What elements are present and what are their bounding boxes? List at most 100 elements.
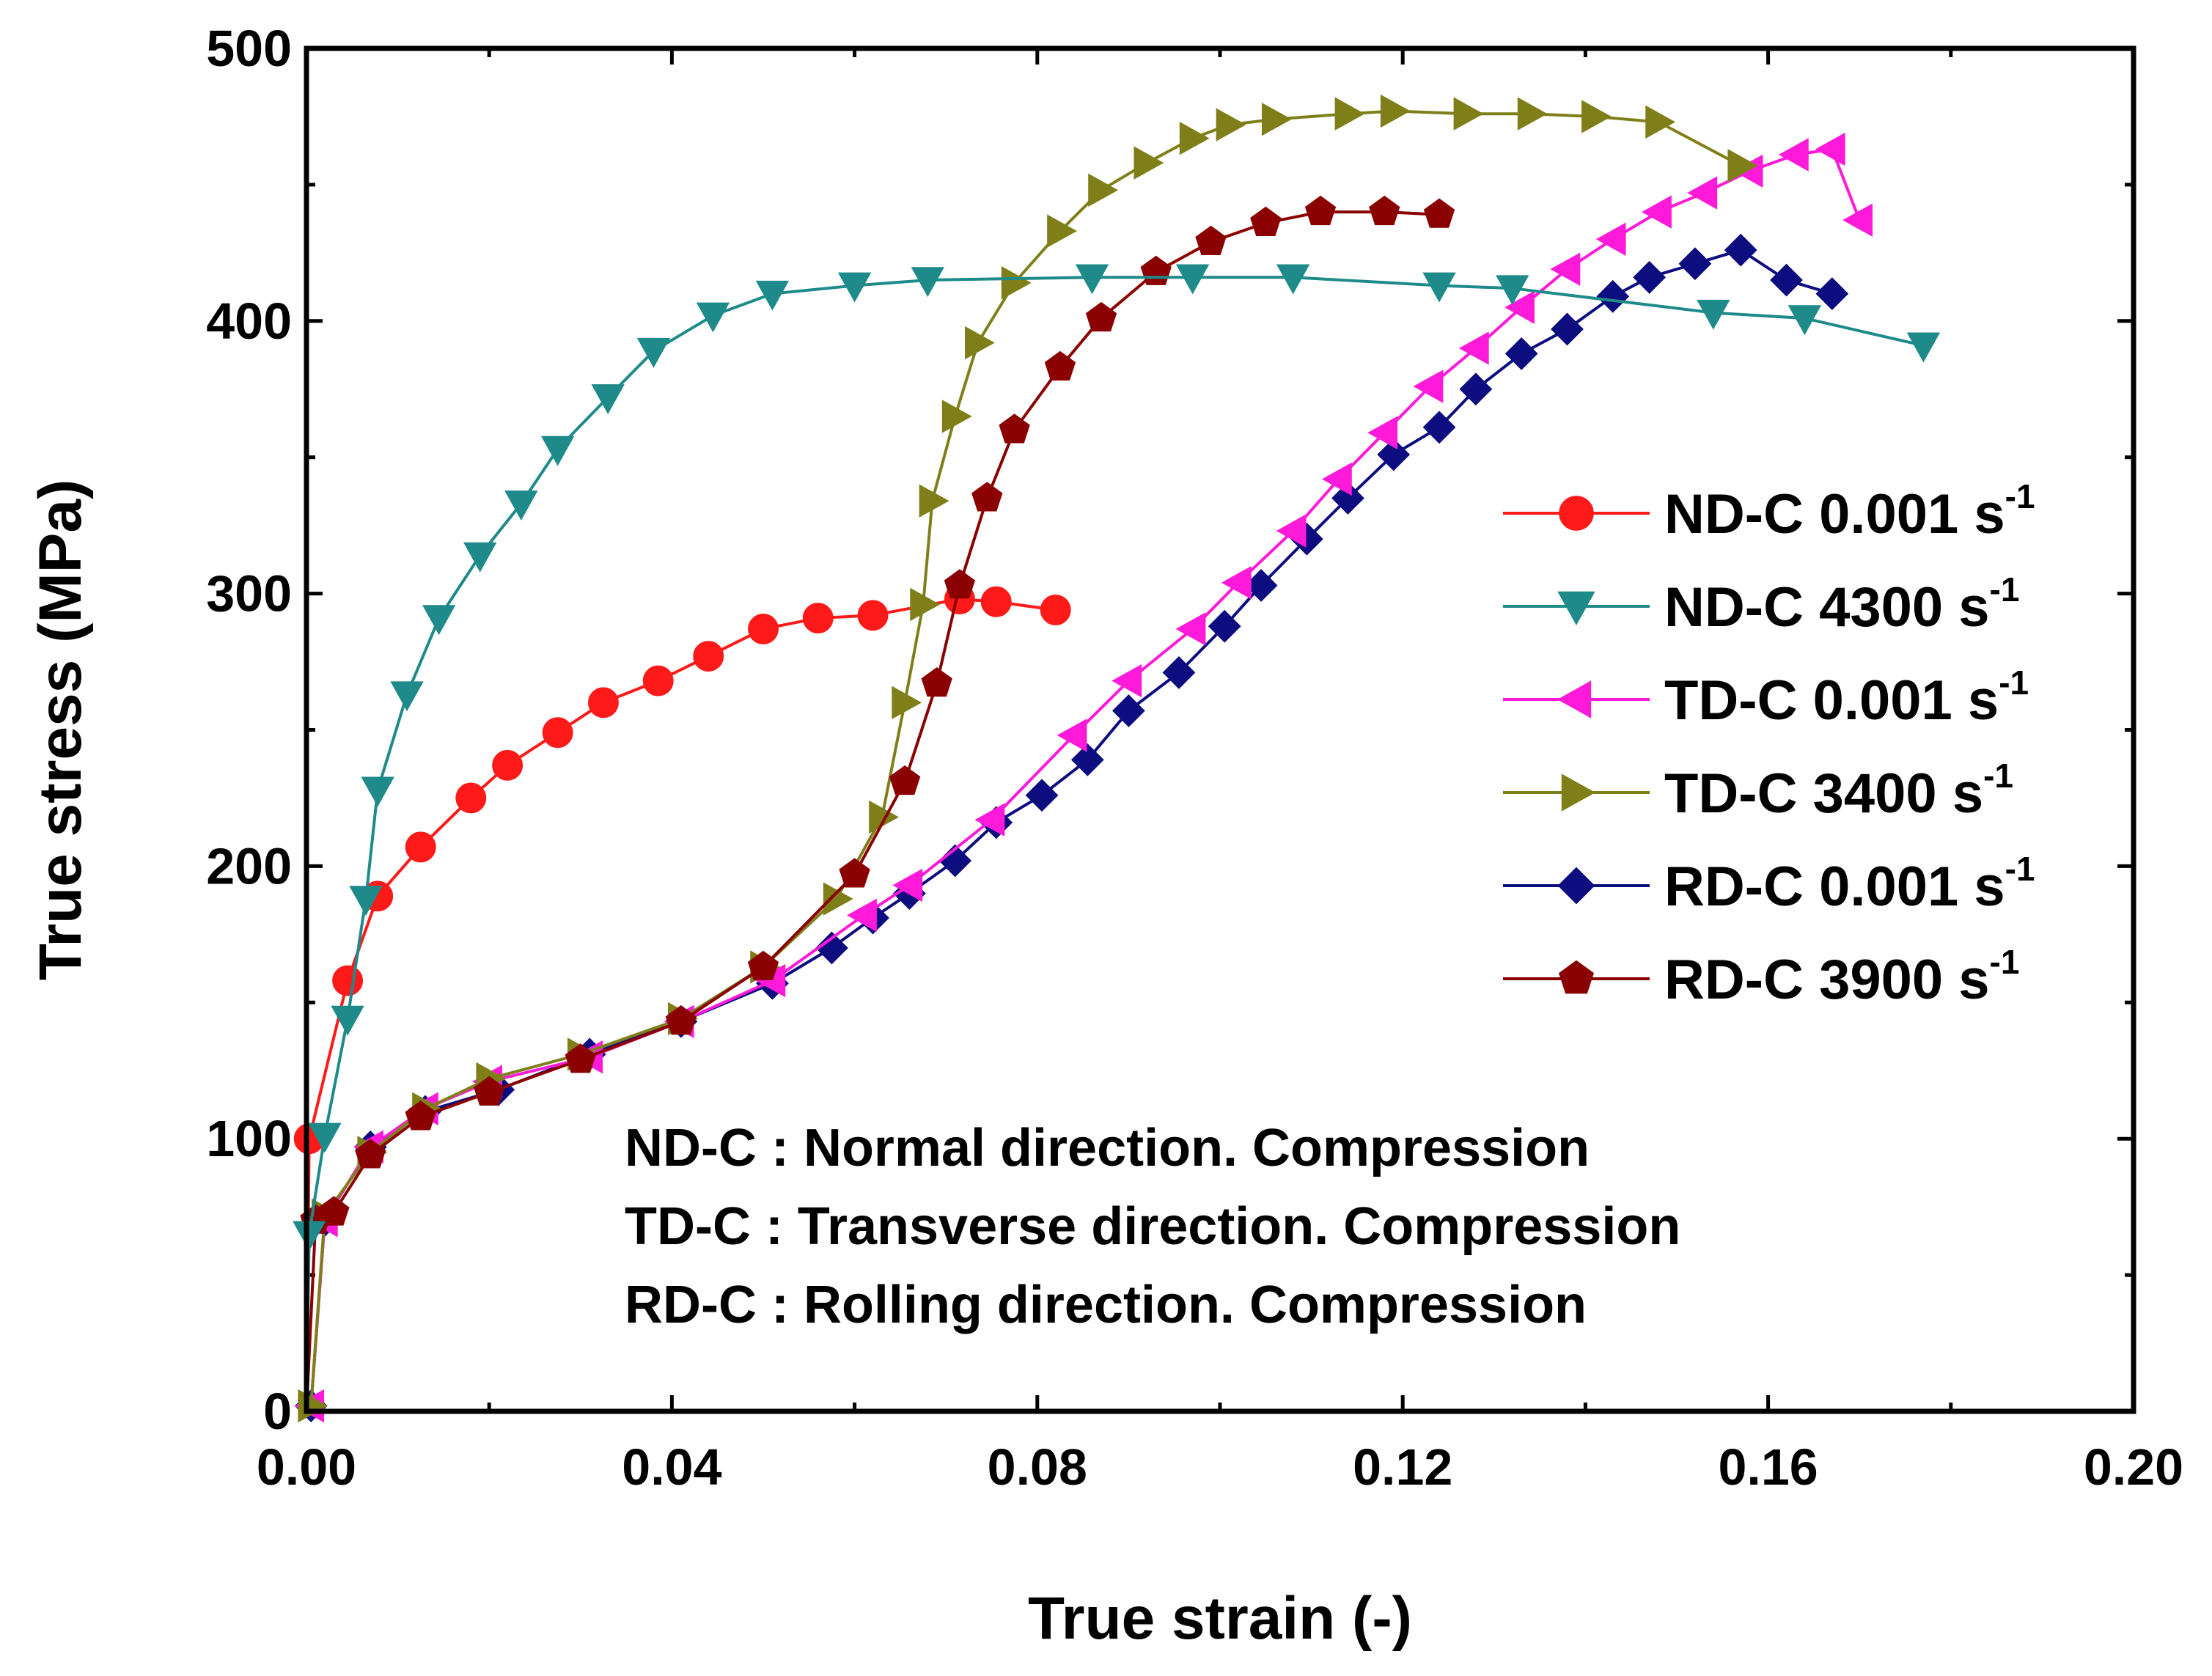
legend: ND-C 0.001 s-1ND-C 4300 s-1TD-C 0.001 s-… bbox=[1503, 477, 2035, 1011]
legend-marker bbox=[1558, 960, 1595, 994]
legend-label: RD-C 3900 s-1 bbox=[1664, 943, 2019, 1011]
data-point bbox=[1001, 266, 1032, 300]
annotation-line: RD-C : Rolling direction. Compression bbox=[625, 1276, 1587, 1334]
y-tick-label: 400 bbox=[206, 293, 292, 350]
legend-series-name: ND-C 4300 bbox=[1664, 576, 1958, 639]
data-point bbox=[331, 1005, 364, 1036]
data-point bbox=[1044, 350, 1076, 381]
data-point bbox=[696, 302, 730, 333]
y-tick-label: 300 bbox=[206, 565, 292, 622]
data-point bbox=[332, 965, 364, 996]
data-point bbox=[636, 337, 671, 368]
data-point bbox=[1551, 312, 1584, 346]
data-point bbox=[591, 384, 625, 414]
data-point bbox=[1380, 94, 1411, 128]
data-point bbox=[1377, 438, 1411, 471]
legend-unit: s bbox=[1952, 762, 1983, 825]
data-point bbox=[1331, 482, 1364, 515]
x-tick-label: 0.20 bbox=[2084, 1438, 2183, 1496]
data-point bbox=[422, 605, 456, 636]
legend-series-name: RD-C 3900 bbox=[1664, 949, 1958, 1011]
data-point bbox=[944, 569, 976, 599]
legend-item: ND-C 4300 s-1 bbox=[1503, 570, 2019, 639]
data-point bbox=[1787, 305, 1822, 336]
legend-unit: s bbox=[1974, 483, 2005, 545]
data-point bbox=[1304, 195, 1337, 226]
data-point bbox=[1261, 102, 1292, 136]
data-point bbox=[1770, 263, 1803, 297]
data-point bbox=[1550, 252, 1581, 286]
y-axis-title: True stress (MPa) bbox=[27, 479, 94, 981]
data-point bbox=[837, 272, 872, 303]
data-point bbox=[910, 587, 941, 622]
y-tick-label: 200 bbox=[206, 837, 292, 894]
data-point bbox=[504, 490, 538, 521]
legend-unit: s bbox=[1968, 669, 1999, 732]
legend-unit-exponent: -1 bbox=[1983, 757, 2013, 795]
plot-area-frame bbox=[304, 45, 2136, 1414]
legend-item: ND-C 0.001 s-1 bbox=[1503, 477, 2035, 545]
legend-marker bbox=[1561, 773, 1596, 812]
data-point bbox=[1778, 138, 1809, 172]
data-point bbox=[1842, 203, 1873, 237]
data-point bbox=[588, 687, 619, 718]
data-point bbox=[847, 898, 877, 933]
data-point bbox=[747, 950, 779, 980]
data-point bbox=[1088, 173, 1119, 207]
legend-unit-exponent: -1 bbox=[2005, 850, 2035, 888]
legend-series-name: RD-C 0.001 bbox=[1664, 856, 1974, 918]
data-point bbox=[1175, 612, 1206, 646]
legend-item: TD-C 3400 s-1 bbox=[1503, 757, 2013, 825]
data-point bbox=[405, 1100, 436, 1131]
data-point bbox=[1453, 97, 1484, 131]
data-point bbox=[1216, 108, 1246, 141]
data-point bbox=[1595, 222, 1626, 256]
legend-item: RD-C 0.001 s-1 bbox=[1503, 850, 2035, 918]
data-point bbox=[1642, 195, 1672, 229]
legend-unit-exponent: -1 bbox=[1990, 943, 2020, 981]
data-point bbox=[1413, 370, 1444, 403]
data-point bbox=[919, 484, 949, 518]
data-point bbox=[1133, 146, 1164, 180]
data-point bbox=[1815, 277, 1849, 311]
data-point bbox=[405, 831, 436, 863]
data-point bbox=[1633, 260, 1667, 294]
annotation-block: ND-C : Normal direction. Compression TD-C… bbox=[625, 1119, 1680, 1334]
legend-marker bbox=[1557, 867, 1595, 905]
data-point bbox=[748, 613, 779, 644]
data-point bbox=[349, 886, 383, 916]
data-point bbox=[1517, 97, 1548, 131]
legend-unit: s bbox=[1974, 856, 2005, 918]
data-point bbox=[1057, 718, 1087, 752]
data-point bbox=[1025, 779, 1059, 812]
data-point bbox=[802, 603, 834, 634]
data-point bbox=[892, 686, 922, 720]
data-point bbox=[889, 765, 921, 795]
data-point bbox=[642, 665, 674, 697]
data-point bbox=[474, 1076, 505, 1106]
legend-label: ND-C 0.001 s-1 bbox=[1664, 477, 2035, 545]
data-point bbox=[318, 1196, 350, 1226]
data-point bbox=[980, 586, 1012, 617]
legend-label: TD-C 0.001 s-1 bbox=[1664, 664, 2029, 732]
data-point bbox=[1423, 198, 1455, 228]
data-point bbox=[665, 1005, 697, 1035]
legend-unit-exponent: -1 bbox=[1990, 570, 2020, 609]
legend-label: RD-C 0.001 s-1 bbox=[1664, 850, 2035, 918]
data-point bbox=[1581, 100, 1612, 133]
data-point bbox=[892, 868, 923, 903]
legend-unit-exponent: -1 bbox=[2005, 477, 2035, 515]
data-point bbox=[1321, 462, 1352, 496]
data-point bbox=[565, 1043, 596, 1073]
series-layer bbox=[293, 94, 1941, 1423]
tick-labels: 0.00 0.04 0.08 0.12 0.16 0.20 0 100 200 300 400 500 bbox=[206, 20, 2183, 1496]
data-point bbox=[1221, 566, 1252, 600]
legend-unit: s bbox=[1958, 949, 1989, 1011]
data-point bbox=[1906, 332, 1941, 363]
data-point bbox=[1250, 206, 1282, 236]
legend-item: TD-C 0.001 s-1 bbox=[1503, 664, 2029, 732]
x-tick-label: 0.16 bbox=[1718, 1438, 1818, 1496]
data-point bbox=[463, 542, 497, 573]
